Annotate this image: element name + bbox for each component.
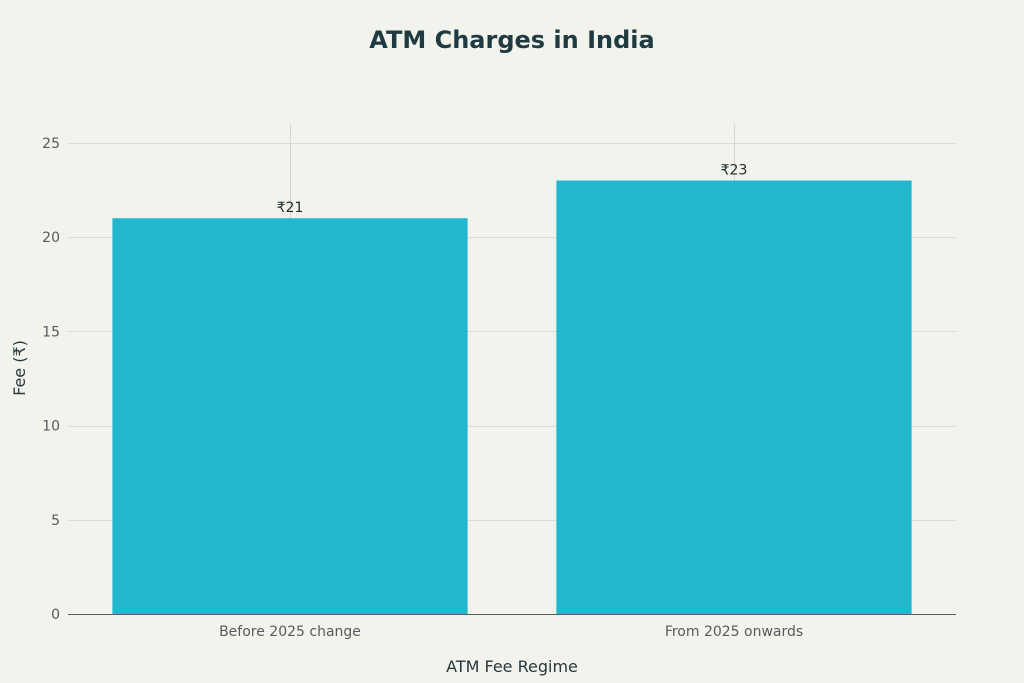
y-tick-label: 20 [42, 230, 60, 246]
y-tick-label: 5 [51, 513, 60, 529]
bar-value-label: ₹21 [277, 200, 304, 216]
x-tick-label: Before 2025 change [219, 624, 361, 640]
data-labels: ₹21 ₹23 [277, 163, 748, 217]
chart-title: ATM Charges in India [369, 26, 654, 54]
y-tick-label: 25 [42, 136, 60, 152]
x-tick-label: From 2025 onwards [665, 624, 803, 640]
y-axis-title: Fee (₹) [10, 340, 29, 396]
y-tick-label: 15 [42, 324, 60, 340]
bars [112, 180, 912, 615]
y-tick-label: 0 [51, 607, 60, 623]
y-axis-ticks: 0 5 10 15 20 25 [42, 136, 60, 623]
x-axis-ticks: Before 2025 change From 2025 onwards [219, 624, 803, 640]
bar [556, 180, 912, 615]
x-axis-title: ATM Fee Regime [446, 657, 578, 676]
bar-value-label: ₹23 [721, 163, 748, 179]
y-tick-label: 10 [42, 419, 60, 435]
bar [112, 218, 468, 614]
